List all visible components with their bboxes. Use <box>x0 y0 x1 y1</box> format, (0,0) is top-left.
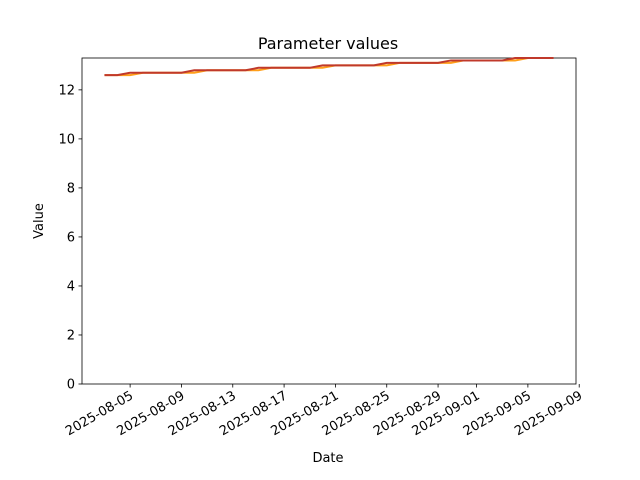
y-tick-label: 10 <box>58 132 75 147</box>
y-tick-label: 6 <box>67 230 75 245</box>
plot-frame <box>81 57 577 385</box>
y-tick-label: 0 <box>67 378 75 393</box>
x-axis-label: Date <box>312 451 343 466</box>
data-line <box>104 57 554 77</box>
y-tick-label: 12 <box>58 83 75 98</box>
y-tick-label: 4 <box>67 279 75 294</box>
chart-title: Parameter values <box>258 34 398 53</box>
y-axis-label: Value <box>32 203 47 239</box>
y-tick-label: 2 <box>67 328 75 343</box>
y-tick-label: 8 <box>67 181 75 196</box>
